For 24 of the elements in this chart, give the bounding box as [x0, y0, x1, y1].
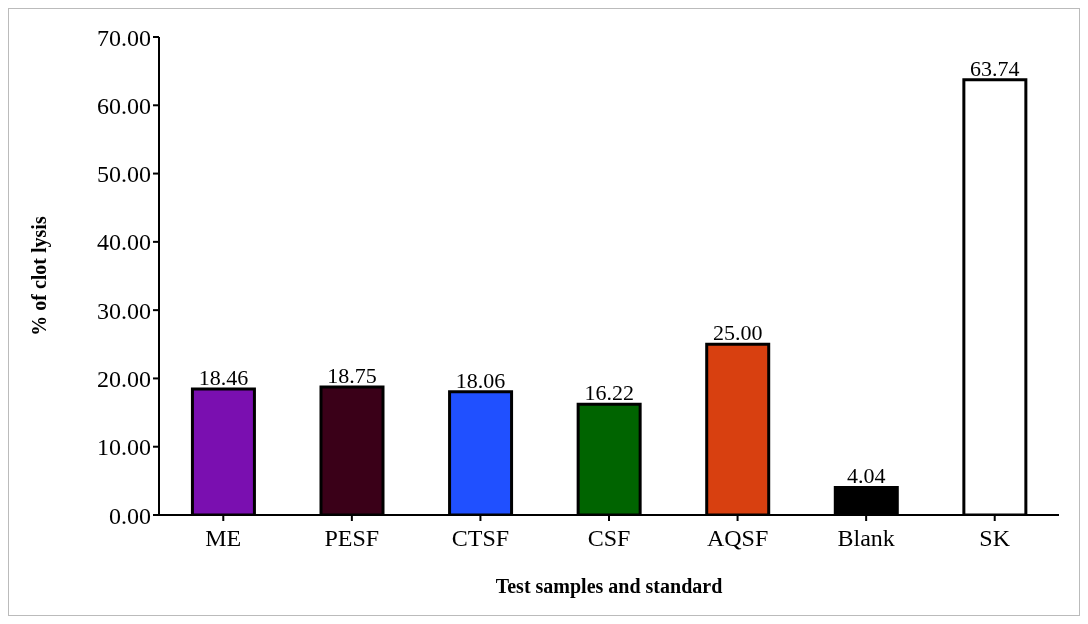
data-label: 63.74 — [970, 55, 1020, 81]
y-axis-title: % of clot lysis — [28, 216, 52, 336]
data-label: 18.06 — [455, 367, 506, 393]
data-label: 25.00 — [712, 320, 763, 346]
y-tick-label: 30.00 — [97, 297, 151, 324]
x-tick-label: SK — [979, 525, 1011, 552]
y-tick-label: 0.00 — [109, 502, 151, 529]
x-tick-label: Blank — [837, 525, 895, 552]
y-tick-label: 20.00 — [97, 365, 151, 392]
data-label: 18.75 — [327, 362, 377, 388]
y-tick-label: 70.00 — [97, 24, 151, 51]
data-label: 16.22 — [584, 380, 634, 406]
x-tick-label: PESF — [324, 525, 380, 552]
y-tick-label: 40.00 — [97, 229, 151, 256]
x-tick-label: ME — [205, 525, 242, 552]
x-tick-label: AQSF — [706, 525, 769, 552]
data-label: 4.04 — [847, 463, 886, 489]
x-tick-label: CTSF — [451, 525, 510, 552]
y-tick-label: 60.00 — [97, 92, 151, 119]
data-label: 18.46 — [198, 364, 249, 390]
y-tick-label: 10.00 — [97, 434, 151, 461]
y-tick-label: 50.00 — [97, 161, 151, 188]
x-axis-title: Test samples and standard — [495, 575, 723, 598]
x-tick-label: CSF — [587, 525, 631, 552]
